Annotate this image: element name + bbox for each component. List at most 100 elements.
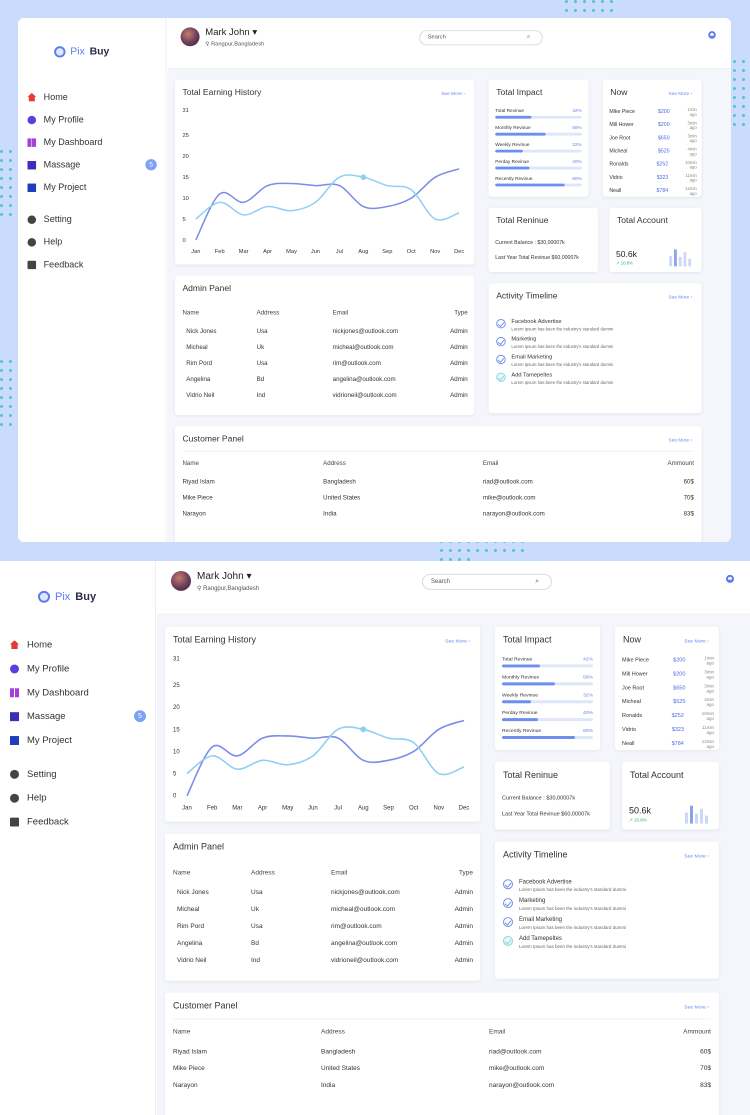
see-more-link[interactable]: See More › [441,91,465,98]
now-row[interactable]: Joe Root $650 3min ago [622,681,714,695]
see-more-link[interactable]: See More › [668,91,693,98]
now-row[interactable]: Mill Hower $200 3min ago [609,119,696,132]
sidebar-item-help[interactable]: Help [27,231,161,254]
sidebar-item-massage[interactable]: Massage 5 [10,704,150,728]
search-input[interactable]: Search ⌕ [422,573,552,590]
table-cell: Ind [251,956,261,964]
admin-panel-card: Admin Panel Name Address Email Type Nick Jon… [174,275,475,415]
table-row[interactable]: Micheal Uk micheal@outlook.com Admin [182,340,467,356]
now-row[interactable]: Ronalds $252 10min ago [622,709,714,723]
now-time: 10min ago [685,160,697,170]
x-tick-label: Nov [433,806,444,812]
table-row[interactable]: Mike Piece United States mike@outlook.com 7… [173,1060,711,1077]
sidebar-item-feedback[interactable]: Feedback [10,810,150,834]
search-icon[interactable]: ⌕ [526,33,531,41]
see-more-link[interactable]: See More › [445,638,470,645]
search-input[interactable]: Search ⌕ [419,30,543,46]
dot [601,9,604,12]
user-name[interactable]: Mark John ▾ [197,571,252,582]
now-row[interactable]: Ronalds $252 10min ago [609,158,696,171]
sidebar-item-label: Setting [43,214,72,225]
now-row[interactable]: Neall $784 12min ago [622,737,714,751]
timeline-item[interactable]: Marketing Lorem Ipsum has been the indust… [496,336,613,349]
dot [440,558,443,561]
table-row[interactable]: Angelina Bd angelina@outlook.com Admin [173,935,473,952]
bell-icon[interactable] [726,574,734,583]
table-row[interactable]: Vidrio Neil Ind vidrioneil@outlook.com Admi… [173,952,473,969]
now-row[interactable]: Vidrio $323 11min ago [622,723,714,737]
sidebar-item-my-dashboard[interactable]: My Dashboard [27,131,161,154]
now-row[interactable]: Micheal $525 4min ago [609,145,696,158]
see-more-link[interactable]: See More › [668,437,693,444]
now-row[interactable]: Mill Hower $200 3min ago [622,667,714,681]
now-row[interactable]: Vidrio $323 11min ago [609,171,696,184]
y-tick-label: 31 [173,656,180,662]
earning-history-card: Total Earning History See More › 0 5 10 15 2… [174,80,475,265]
dot [9,387,12,390]
brand-logo[interactable]: Pix Buy [54,46,109,58]
timeline-item[interactable]: Add Tamepeltes Lorem Ipsum has been the i… [503,935,626,949]
see-more-link[interactable]: See More › [684,853,709,860]
now-row[interactable]: Micheal $525 4min ago [622,695,714,709]
table-row[interactable]: Vidrio Neil Ind vidrioneil@outlook.com Admi… [182,388,467,404]
sidebar-item-my-project[interactable]: My Project [27,176,161,199]
sidebar-item-setting[interactable]: Setting [10,762,150,786]
user-location-text: Rangpur,Bangladesh [203,585,260,592]
bell-icon[interactable] [708,31,716,39]
avatar[interactable] [171,570,191,591]
table-row[interactable]: Riyad Islam Bangladesh riad@outlook.com 60$ [182,474,693,490]
now-amount: $200 [657,109,670,115]
sidebar-item-feedback[interactable]: Feedback [27,253,161,276]
timeline-item[interactable]: Email Marketing Lorem Ipsum has been the … [503,917,626,930]
table-row[interactable]: Micheal Uk micheal@outlook.com Admin [173,901,473,918]
table-cell: Vidrio Neil [186,392,215,399]
sidebar-item-setting[interactable]: Setting [27,208,161,231]
table-row[interactable]: Mike Piece United States mike@outlook.com 7… [182,490,693,506]
table-row[interactable]: Narayon India narayon@outlook.com 83$ [182,506,693,522]
timeline-item[interactable]: Add Tamepeltes Lorem Ipsum has been the i… [496,372,613,385]
account-change: ↗ 10.8% [629,817,647,823]
sidebar-item-my-project[interactable]: My Project [10,728,150,752]
table-row[interactable]: Nick Jones Usa nickjones@outlook.com Admin [173,884,473,901]
search-icon[interactable]: ⌕ [535,577,539,585]
account-mini-chart [669,246,694,267]
timeline-item[interactable]: Email Marketing Lorem Ipsum has been the … [496,354,613,367]
table-row[interactable]: Rim Pord Usa rim@outlook.com Admin [182,356,467,372]
avatar[interactable] [180,27,200,47]
sidebar-item-my-profile[interactable]: My Profile [27,108,161,131]
now-row[interactable]: Mike Piece $200 1min ago [609,105,696,118]
timeline-item[interactable]: Marketing Lorem Ipsum has been the indust… [503,898,626,911]
timeline-text: Marketing Lorem Ipsum has been the indust… [519,898,626,911]
table-row[interactable]: Riyad Islam Bangladesh riad@outlook.com 60$ [173,1043,711,1060]
table-row[interactable]: Narayon India narayon@outlook.com 83$ [173,1077,711,1094]
now-row[interactable]: Mike Piece $200 1min ago [622,653,714,667]
table-cell: 83$ [683,510,694,518]
brand-logo[interactable]: Pix Buy [38,590,96,603]
timeline-item-title: Facebook Advertise [519,879,572,886]
sidebar-item-label: Home [27,639,53,651]
dot [9,177,12,180]
dot [733,105,736,108]
table-row[interactable]: Angelina Bd angelina@outlook.com Admin [182,372,467,388]
timeline-item[interactable]: Facebook Advertise Lorem Ipsum has been t… [496,319,613,331]
table-cell: Usa [256,360,268,367]
see-more-link[interactable]: See More › [668,294,693,301]
see-more-link[interactable]: See More › [684,1004,709,1011]
series-point [360,726,367,733]
table-row[interactable]: Rim Pord Usa rim@outlook.com Admin [173,918,473,935]
sidebar-item-help[interactable]: Help [10,786,150,810]
dot [742,123,745,126]
dot [9,213,12,216]
sidebar-item-home[interactable]: Home [10,633,150,657]
now-row[interactable]: Joe Root $650 3min ago [609,132,696,145]
sidebar-item-my-profile[interactable]: My Profile [10,656,150,680]
timeline-item[interactable]: Facebook Advertise Lorem Ipsum has been t… [503,879,626,892]
sidebar-item-my-dashboard[interactable]: My Dashboard [10,680,150,704]
sidebar-item-massage[interactable]: Massage 5 [27,153,161,176]
see-more-link[interactable]: See More › [684,638,709,645]
sidebar-item-home[interactable]: Home [27,86,161,109]
user-name[interactable]: Mark John ▾ [205,27,257,37]
now-row[interactable]: Neall $784 12min ago [609,185,696,198]
table-row[interactable]: Nick Jones Usa nickjones@outlook.com Admin [182,324,467,340]
dot [742,60,745,63]
